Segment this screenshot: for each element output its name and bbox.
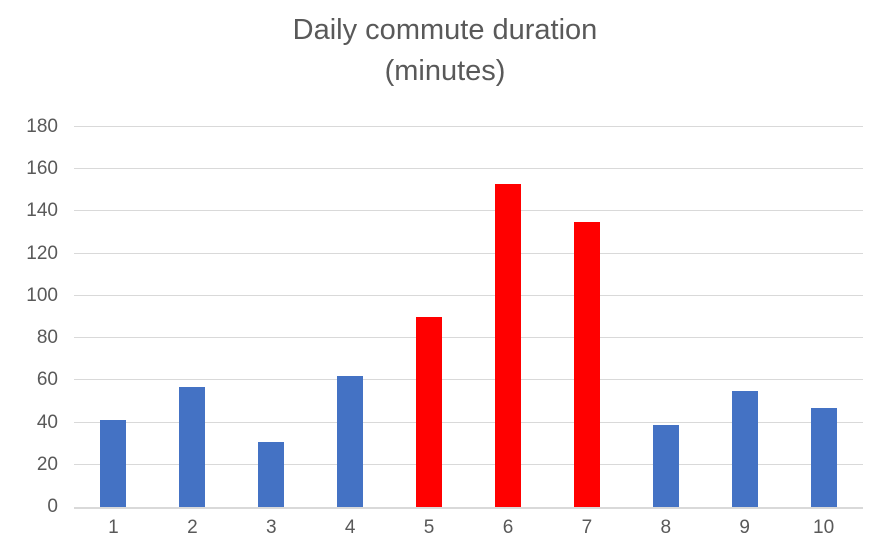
x-tick-label: 1 bbox=[108, 517, 119, 538]
y-tick-label: 80 bbox=[36, 327, 58, 349]
bar-8 bbox=[652, 424, 679, 507]
y-tick-label: 120 bbox=[26, 242, 58, 264]
x-tick-label: 8 bbox=[660, 517, 672, 538]
bar-slot bbox=[153, 127, 232, 507]
bar-slot bbox=[74, 127, 153, 507]
bar-4 bbox=[337, 376, 364, 507]
y-tick-label: 20 bbox=[36, 453, 58, 475]
y-tick-label: 180 bbox=[26, 116, 58, 137]
x-tick-label: 7 bbox=[581, 517, 593, 538]
x-tick-label: 4 bbox=[344, 517, 356, 538]
y-axis-labels: 0 20 40 60 80 100 120 140 160 180 bbox=[0, 116, 58, 517]
y-tick-label: 100 bbox=[26, 284, 58, 306]
gridline bbox=[74, 294, 863, 296]
bar-10 bbox=[810, 407, 837, 507]
plot-area bbox=[74, 126, 863, 507]
bar-6 bbox=[494, 184, 521, 507]
y-tick-label: 140 bbox=[26, 200, 58, 222]
x-tick-label: 9 bbox=[739, 517, 750, 538]
gridline bbox=[74, 126, 863, 127]
bar-2 bbox=[179, 386, 206, 507]
bar-slot bbox=[469, 127, 548, 507]
y-tick-label: 40 bbox=[36, 411, 58, 433]
bar-7 bbox=[573, 222, 600, 507]
x-axis-labels: 1 2 3 4 5 6 7 8 9 10 bbox=[74, 517, 863, 539]
gridline bbox=[74, 210, 863, 212]
x-tick-label: 5 bbox=[423, 517, 435, 538]
y-tick-label: 60 bbox=[36, 369, 58, 391]
bar-slot bbox=[705, 127, 784, 507]
gridline bbox=[74, 252, 863, 254]
chart-title: Daily commute duration (minutes) bbox=[0, 10, 890, 92]
bar-slot bbox=[547, 127, 626, 507]
chart-title-line2: (minutes) bbox=[384, 55, 506, 87]
bar-9 bbox=[731, 390, 758, 507]
bar-1 bbox=[100, 420, 127, 507]
gridline bbox=[74, 168, 863, 170]
x-tick-label: 6 bbox=[502, 517, 514, 538]
gridline bbox=[74, 463, 863, 465]
chart-title-line1: Daily commute duration bbox=[292, 14, 598, 46]
gridline bbox=[74, 337, 863, 339]
y-tick-label: 0 bbox=[47, 496, 58, 517]
bar-slot bbox=[390, 127, 469, 507]
bar-slot bbox=[232, 127, 311, 507]
x-tick-label: 3 bbox=[265, 517, 277, 538]
gridline bbox=[74, 421, 863, 423]
bar-slot bbox=[626, 127, 705, 507]
gridline bbox=[74, 379, 863, 381]
bars-row bbox=[74, 127, 863, 507]
x-tick-label: 10 bbox=[813, 517, 835, 538]
x-axis-line bbox=[74, 507, 863, 509]
bar-slot bbox=[784, 127, 863, 507]
bar-5 bbox=[416, 317, 443, 507]
bar-slot bbox=[311, 127, 390, 507]
bar-3 bbox=[258, 441, 285, 507]
x-tick-label: 2 bbox=[187, 517, 198, 538]
y-tick-label: 160 bbox=[26, 158, 58, 180]
